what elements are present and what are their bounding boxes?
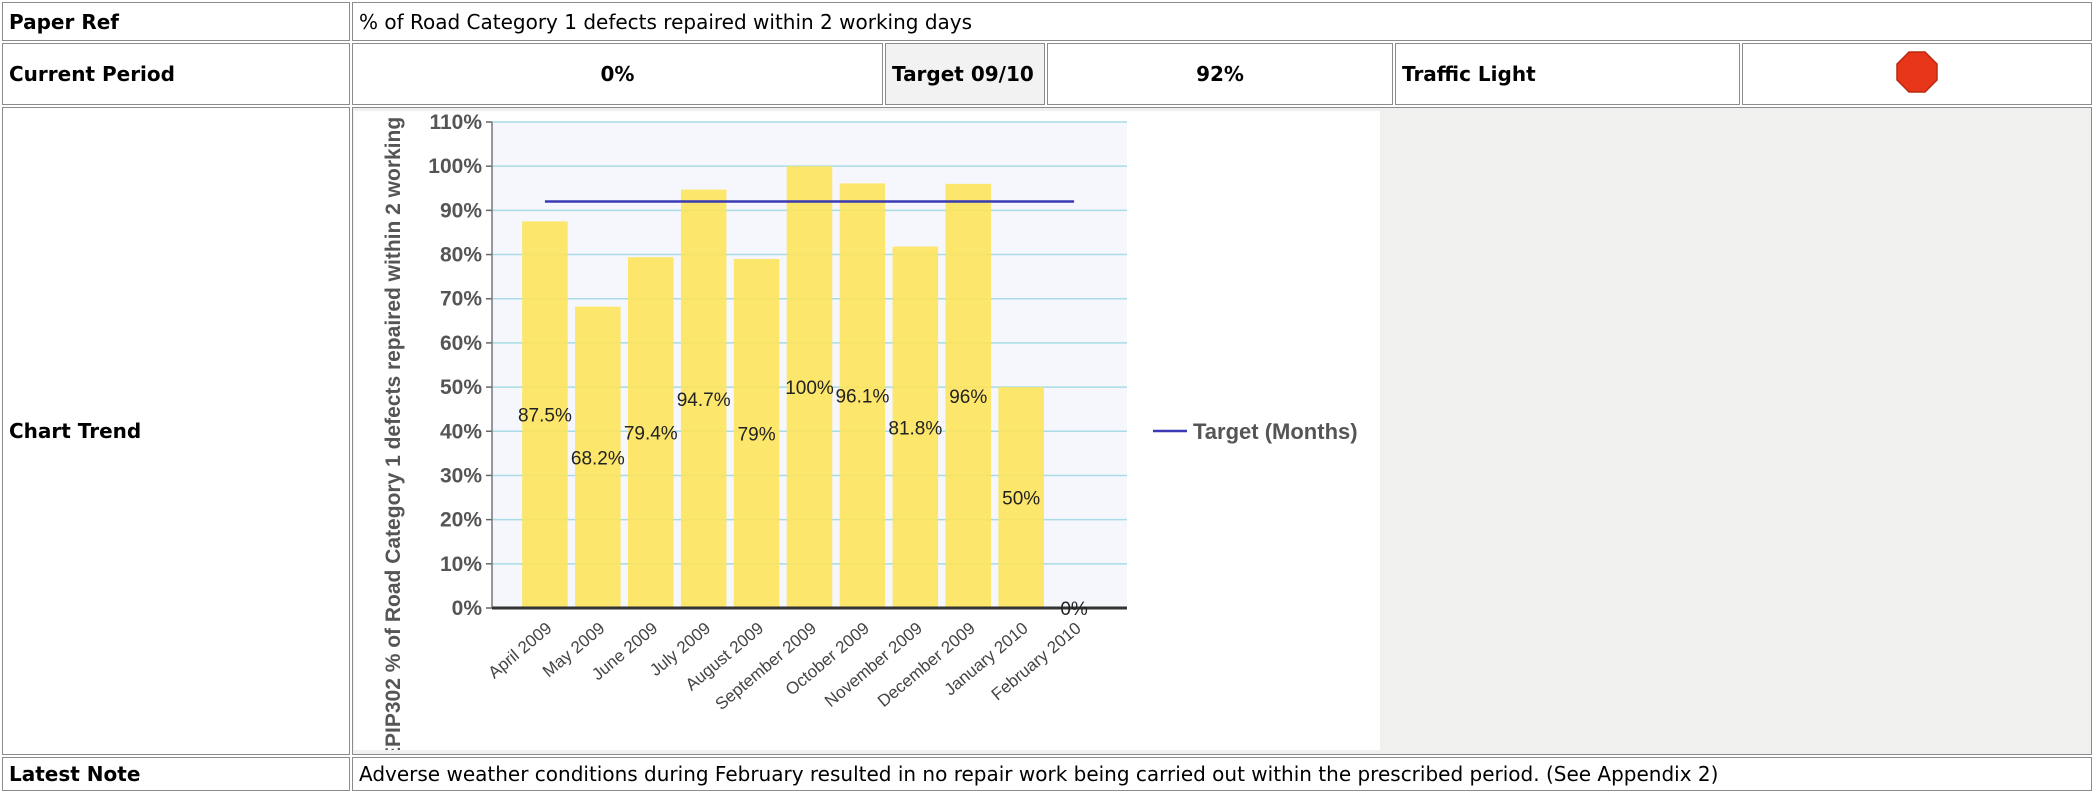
y-tick-label: 80% [440,244,482,267]
label-cell: Traffic Light [1395,43,1740,105]
x-tick-label: February 2010 [988,619,1085,705]
y-tick-label: 70% [440,288,482,311]
label-cell: Chart Trend [2,107,350,755]
value-label: 94.7% [677,390,731,411]
bar [627,257,674,608]
traffic-light-cell [1742,43,2092,105]
value-label: 79.4% [624,424,678,445]
bar [945,183,992,608]
y-tick-label: 0% [452,597,483,620]
y-tick-label: 50% [440,376,482,399]
value-cell: 92% [1047,43,1393,105]
chart-cell: 0% 10% 20% 30% 40% 50% 60% 70% 80% 90% 100% 110% EPI… [352,107,2092,755]
value-label: 0% [1060,599,1088,620]
row: Paper Ref % of Road Category 1 defects r… [2,2,2092,41]
y-tick-label: 90% [440,199,482,222]
bar [998,387,1044,608]
value-label: 96.1% [835,387,889,408]
value-label: 96% [949,387,987,408]
value-cell: 0% [352,43,883,105]
chart: 0% 10% 20% 30% 40% 50% 60% 70% 80% 90% 100% 110% EPI… [354,111,1380,750]
row: Chart Trend 0% 10% 20% 30% 40% 50% 60% 70% 80% 90… [2,107,2092,755]
bar [733,258,780,608]
y-tick-label: 30% [440,464,482,487]
row: Current Period 0% Target 09/10 92% Traff… [2,43,2092,105]
bar [522,221,568,608]
y-tick-label: 60% [440,332,482,355]
y-tick-label: 20% [440,509,482,532]
bar [786,166,833,608]
label-cell: Target 09/10 [885,43,1045,105]
bar [575,306,621,608]
value-cell: % of Road Category 1 defects repaired wi… [352,2,2092,41]
row: Latest Note Adverse weather conditions d… [2,757,2092,791]
legend-label: Target (Months) [1193,419,1358,444]
value-label: 87.5% [518,406,572,427]
y-tick-label: 40% [440,420,482,443]
bar [680,189,727,608]
value-label: 50% [1002,489,1040,510]
traffic-light [1896,50,1938,93]
y-tick-label: 100% [428,155,482,178]
red-octagon [1896,50,1938,93]
value-label: 81.8% [888,418,942,439]
label-cell: Current Period [2,43,350,105]
y-tick-label: 10% [440,553,482,576]
label-cell: Paper Ref [2,2,350,41]
label-cell: Latest Note [2,757,350,791]
bar [892,246,939,609]
y-tick-label: 110% [429,111,482,134]
value-cell: Adverse weather conditions during Februa… [352,757,2092,791]
y-axis-label: EPIP302 % of Road Category 1 defects rep… [382,111,405,750]
value-label: 100% [785,378,834,399]
value-label: 68.2% [571,448,625,469]
value-label: 79% [738,424,776,445]
bar [839,183,886,608]
